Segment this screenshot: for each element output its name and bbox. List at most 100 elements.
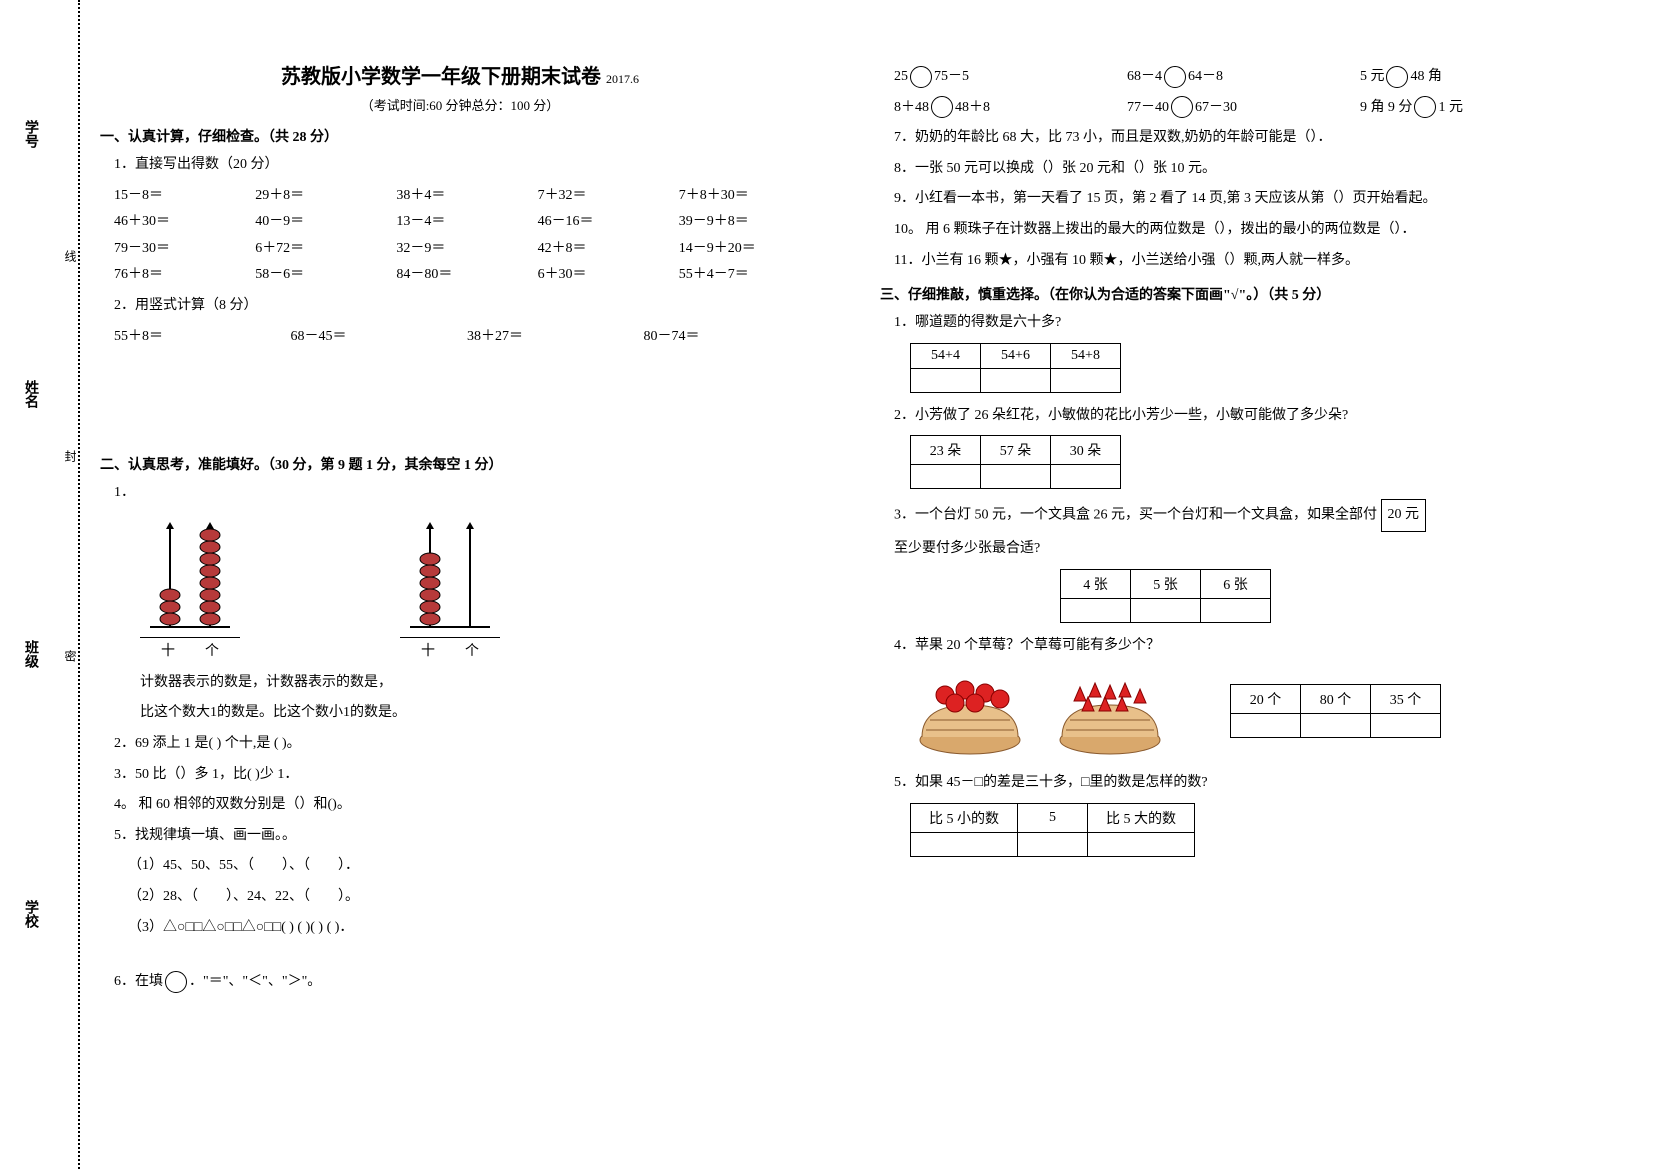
s2-q5-2: （2）28、（ ）、24、22、（ ）。 <box>128 884 820 911</box>
opt: 54+4 <box>911 343 981 368</box>
circle-icon[interactable] <box>1164 66 1186 88</box>
abacus-row: 十 个 十 <box>140 517 820 660</box>
basket-strawberries-icon <box>1050 665 1170 760</box>
section3-heading: 三、仔细推敲，慎重选择。（在你认为合适的答案下面画"√"。）（共 5 分） <box>880 284 1600 304</box>
opt-blank[interactable] <box>1371 713 1441 737</box>
opt-blank[interactable] <box>911 368 981 392</box>
q6-prefix: 6．在填 <box>114 974 163 989</box>
s2-q10: 10。 用 6 颗珠子在计数器上拨出的最大的两位数是（），拨出的最小的两位数是（… <box>894 217 1600 244</box>
calc-item: 13－4＝ <box>396 209 537 236</box>
opt: 35 个 <box>1371 684 1441 713</box>
q6-suffix: ．"＝"、"＜"、"＞"。 <box>189 974 321 989</box>
circle-icon[interactable] <box>1171 96 1193 118</box>
s3-q3b: 至少要付多少张最合适? <box>894 536 1600 563</box>
compare-item: 5 元 48 角 <box>1360 64 1593 91</box>
opt: 54+8 <box>1051 343 1121 368</box>
baskets-row: 20 个80 个35 个 <box>910 665 1600 760</box>
opt-blank[interactable] <box>1131 598 1201 622</box>
q3a: 3．一个台灯 50 元，一个文具盒 26 元，买一个台灯和一个文具盒，如果全部付 <box>894 508 1377 523</box>
s3-q5: 5．如果 45－□的差是三十多，□里的数是怎样的数? <box>894 770 1600 797</box>
circle-icon[interactable] <box>910 66 932 88</box>
opt: 6 张 <box>1201 569 1271 598</box>
opt-blank[interactable] <box>981 368 1051 392</box>
calc-item: 7＋32＝ <box>538 183 679 210</box>
calc-item: 55＋4－7＝ <box>679 262 820 289</box>
s3-q3-table: 4 张5 张6 张 <box>1060 569 1271 623</box>
calc-item: 68－45＝ <box>291 324 468 351</box>
abacus-col: 十 <box>421 640 435 660</box>
opt-blank[interactable] <box>911 465 981 489</box>
s2-q5-3: （3）△○□□△○□□△○□□( ) ( )( ) ( )． <box>128 915 820 942</box>
opt: 57 朵 <box>981 436 1051 465</box>
s2-q6: 6．在填 ．"＝"、"＜"、"＞"。 <box>114 969 820 996</box>
binding-label: 学号 <box>20 120 40 148</box>
circle-icon[interactable] <box>931 96 953 118</box>
compare-item: 9 角 9 分 1 元 <box>1360 95 1593 122</box>
calc-item: 46＋30＝ <box>114 209 255 236</box>
seal-text: 密 <box>62 650 79 662</box>
opt-blank[interactable] <box>1201 598 1271 622</box>
s2-q1-line1: 计数器表示的数是，计数器表示的数是， <box>140 670 820 697</box>
calc-item: 38＋4＝ <box>396 183 537 210</box>
opt-blank[interactable] <box>1051 465 1121 489</box>
opt-blank[interactable] <box>911 832 1018 856</box>
left-column: 苏教版小学数学一年级下册期末试卷 2017.6 （考试时间:60 分钟总分：10… <box>100 60 820 1000</box>
exam-title: 苏教版小学数学一年级下册期末试卷 2017.6 <box>100 60 820 89</box>
abacus-icon <box>140 517 240 637</box>
opt-blank[interactable] <box>1088 832 1195 856</box>
compare-item: 25 75－5 <box>894 64 1127 91</box>
compare-item: 68－4 64－8 <box>1127 64 1360 91</box>
calc-item: 7＋8＋30＝ <box>679 183 820 210</box>
calc-item: 79－30＝ <box>114 236 255 263</box>
abacus-2: 十 个 <box>400 517 500 660</box>
s1-q1-label: 1．直接写出得数（20 分） <box>114 152 820 179</box>
opt-blank[interactable] <box>1301 713 1371 737</box>
s2-q1-label: 1． <box>114 480 820 507</box>
compare-item: 8＋48 48＋8 <box>894 95 1127 122</box>
opt: 20 个 <box>1231 684 1301 713</box>
opt-blank[interactable] <box>1061 598 1131 622</box>
s3-q2: 2．小芳做了 26 朵红花，小敏做的花比小芳少一些，小敏可能做了多少朵? <box>894 403 1600 430</box>
abacus-col: 个 <box>465 640 479 660</box>
s1-q1-grid: 15－8＝29＋8＝38＋4＝7＋32＝7＋8＋30＝46＋30＝40－9＝13… <box>114 183 820 289</box>
opt: 比 5 小的数 <box>911 803 1018 832</box>
opt: 5 张 <box>1131 569 1201 598</box>
s2-q8: 8．一张 50 元可以换成（）张 20 元和（）张 10 元。 <box>894 156 1600 183</box>
calc-item: 46－16＝ <box>538 209 679 236</box>
binding-margin: 学号 姓名 班级 学校 线 封 密 <box>0 0 80 1169</box>
opt-blank[interactable] <box>1018 832 1088 856</box>
opt-blank[interactable] <box>1231 713 1301 737</box>
calc-item: 14－9＋20＝ <box>679 236 820 263</box>
s2-q5: 5．找规律填一填、画一画。。 <box>114 823 820 850</box>
circle-icon[interactable] <box>1414 96 1436 118</box>
s2-q7: 7．奶奶的年龄比 68 大，比 73 小，而且是双数,奶奶的年龄可能是（）． <box>894 125 1600 152</box>
opt-blank[interactable] <box>1051 368 1121 392</box>
calc-item: 6＋30＝ <box>538 262 679 289</box>
calc-item: 39－9＋8＝ <box>679 209 820 236</box>
opt: 4 张 <box>1061 569 1131 598</box>
section2-heading: 二、认真思考，准能填好。（30 分，第 9 题 1 分，其余每空 1 分） <box>100 454 820 474</box>
opt-blank[interactable] <box>981 465 1051 489</box>
page-content: 苏教版小学数学一年级下册期末试卷 2017.6 （考试时间:60 分钟总分：10… <box>100 60 1620 1000</box>
s3-q2-table: 23 朵57 朵30 朵 <box>910 435 1121 489</box>
calc-item: 6＋72＝ <box>255 236 396 263</box>
s3-q4: 4．苹果 20 个草莓？个草莓可能有多少个？ <box>894 633 1600 660</box>
calc-item: 84－80＝ <box>396 262 537 289</box>
abacus-1: 十 个 <box>140 517 240 660</box>
s2-q4: 4。 和 60 相邻的双数分别是（）和()。 <box>114 792 820 819</box>
money-box: 20 元 <box>1381 499 1427 532</box>
calc-item: 29＋8＝ <box>255 183 396 210</box>
s3-q3: 3．一个台灯 50 元，一个文具盒 26 元，买一个台灯和一个文具盒，如果全部付… <box>894 499 1600 532</box>
calc-item: 42＋8＝ <box>538 236 679 263</box>
abacus-col: 个 <box>205 640 219 660</box>
s2-q11: 11．小兰有 16 颗★，小强有 10 颗★，小兰送给小强（）颗,两人就一样多。 <box>894 248 1600 275</box>
calc-item: 40－9＝ <box>255 209 396 236</box>
circle-icon[interactable] <box>1386 66 1408 88</box>
opt: 比 5 大的数 <box>1088 803 1195 832</box>
opt: 80 个 <box>1301 684 1371 713</box>
circle-icon <box>165 971 187 993</box>
title-text: 苏教版小学数学一年级下册期末试卷 <box>281 66 601 88</box>
s3-q1: 1．哪道题的得数是六十多? <box>894 310 1600 337</box>
calc-item: 55＋8＝ <box>114 324 291 351</box>
s2-q9: 9．小红看一本书，第一天看了 15 页，第 2 看了 14 页,第 3 天应该从… <box>894 186 1600 213</box>
